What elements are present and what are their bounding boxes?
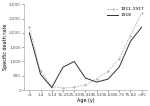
1918 bbox=[73, 61, 75, 62]
1918 bbox=[85, 77, 86, 79]
X-axis label: Age (y): Age (y) bbox=[77, 98, 94, 103]
Y-axis label: Specific death rate: Specific death rate bbox=[3, 24, 8, 70]
1918 bbox=[51, 87, 53, 88]
1911-1917 bbox=[129, 35, 131, 36]
1918 bbox=[107, 79, 109, 80]
Line: 1918: 1918 bbox=[29, 27, 142, 87]
1918 bbox=[141, 26, 142, 28]
1918 bbox=[40, 74, 41, 75]
1918 bbox=[62, 67, 64, 68]
1911-1917 bbox=[141, 12, 142, 13]
Legend: 1911-1917, 1918: 1911-1917, 1918 bbox=[106, 6, 145, 18]
1918 bbox=[118, 67, 120, 68]
1911-1917 bbox=[62, 87, 64, 89]
1911-1917 bbox=[107, 71, 109, 72]
Line: 1911-1917: 1911-1917 bbox=[29, 12, 142, 89]
1911-1917 bbox=[85, 84, 86, 86]
1911-1917 bbox=[96, 78, 98, 79]
1911-1917 bbox=[40, 71, 41, 72]
1918 bbox=[96, 81, 98, 83]
1918 bbox=[28, 32, 30, 33]
1911-1917 bbox=[73, 87, 75, 88]
1911-1917 bbox=[51, 86, 53, 87]
1911-1917 bbox=[118, 58, 120, 59]
1911-1917 bbox=[28, 26, 30, 28]
1918 bbox=[129, 41, 131, 42]
